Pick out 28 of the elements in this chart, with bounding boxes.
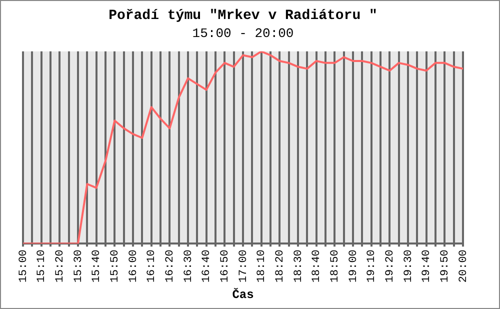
x-tick-label: 16:50: [220, 250, 232, 283]
chart-subtitle: 15:00 - 20:00: [192, 26, 294, 42]
x-tick-label: 18:40: [311, 250, 324, 283]
x-tick-label: 19:30: [402, 250, 415, 283]
x-tick-label: 19:00: [348, 250, 360, 283]
x-tick-label: 19:20: [384, 250, 397, 283]
x-tick-label: 15:50: [110, 250, 122, 283]
x-tick-label: 18:20: [274, 250, 287, 283]
x-tick-label: 15:30: [72, 250, 85, 283]
x-tick-label: 16:10: [146, 250, 158, 283]
x-tick-label: 19:40: [421, 250, 434, 283]
x-tick-label: 19:50: [440, 250, 452, 283]
x-tick-label: 16:30: [182, 250, 195, 283]
x-tick-label: 18:30: [292, 250, 305, 283]
x-tick-label: 16:40: [201, 250, 214, 283]
x-tick-label: 16:00: [128, 250, 140, 283]
chart-title: Pořadí týmu "Mrkev v Radiátoru ": [108, 8, 378, 24]
x-tick-label: 16:20: [164, 250, 177, 283]
x-tick-label: 17:00: [238, 250, 250, 283]
x-tick-label: 20:00: [458, 250, 470, 283]
x-tick-label: 19:10: [366, 250, 378, 283]
x-axis-title: Čas: [232, 288, 254, 302]
x-tick-label: 15:20: [54, 250, 67, 283]
x-tick-label: 15:10: [36, 250, 48, 283]
x-tick-label: 18:50: [330, 250, 342, 283]
x-tick-label: 18:10: [256, 250, 268, 283]
x-tick-label: 15:40: [91, 250, 104, 283]
x-tick-label: 15:00: [18, 250, 30, 283]
